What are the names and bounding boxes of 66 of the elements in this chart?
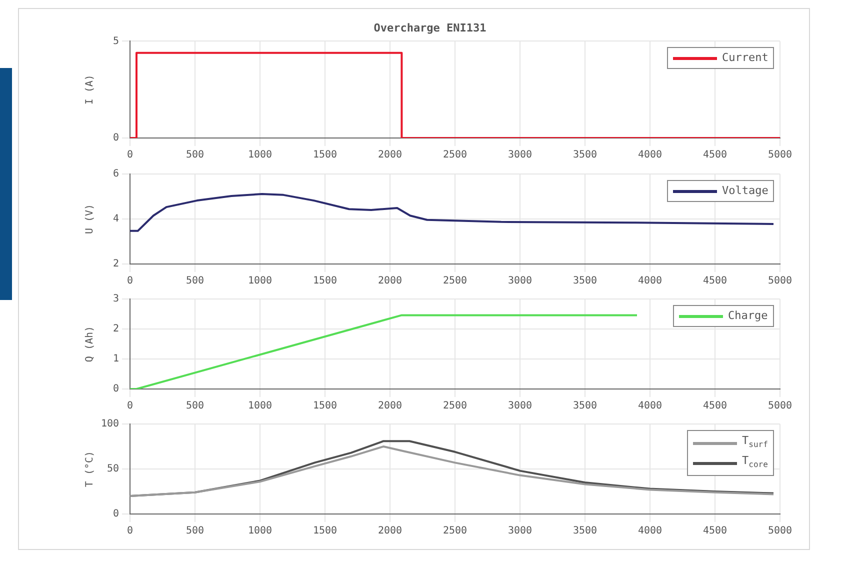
y-axis-title: T (°C) (84, 450, 96, 488)
x-tick-label: 2000 (378, 276, 402, 287)
x-tick-label: 1500 (312, 276, 338, 287)
x-tick-label: 500 (186, 526, 204, 537)
y-tick-label: 6 (112, 168, 119, 180)
y-axis-title: I (A) (84, 74, 96, 105)
legend-label: Voltage (722, 183, 768, 199)
x-tick-label: 5000 (768, 150, 792, 161)
x-tick-label: 0 (126, 400, 134, 412)
x-tick-label: 500 (186, 400, 204, 412)
x-tick-label: 3500 (572, 526, 598, 537)
x-tick-label: 2500 (442, 150, 468, 161)
x-tick-label: 2000 (378, 150, 402, 161)
x-tick-label: 4500 (702, 400, 728, 412)
x-tick-label: 2500 (442, 400, 468, 412)
y-tick-label: 4 (112, 214, 119, 225)
x-tick-label: 500 (186, 150, 204, 161)
y-tick-label: 5 (112, 36, 119, 47)
x-tick-label: 4500 (702, 150, 728, 161)
legend-label: T$_{surf}$ (742, 433, 768, 452)
x-tick-label: 1000 (248, 150, 272, 161)
x-tick-label: 1000 (248, 400, 272, 412)
x-tick-label: 4000 (638, 400, 662, 412)
x-tick-label: 1500 (312, 150, 338, 161)
x-tick-label: 1000 (248, 276, 272, 287)
x-tick-label: 4000 (638, 150, 662, 161)
x-tick-label: 0 (126, 150, 134, 161)
y-tick-label: 0 (112, 132, 119, 144)
legend-label: T$_{core}$ (742, 453, 768, 472)
chart-title: Overcharge ENI131 (374, 21, 487, 34)
y-tick-label: 2 (112, 324, 119, 335)
legend-label: Charge (728, 308, 768, 324)
y-tick-label: 0 (112, 508, 119, 520)
y-tick-label: 1 (112, 354, 119, 365)
x-tick-label: 3000 (508, 400, 532, 412)
x-tick-label: 4000 (638, 526, 662, 537)
y-tick-label: 100 (100, 418, 119, 430)
x-tick-label: 5000 (768, 526, 792, 537)
y-axis-title: Q (Ah) (84, 326, 96, 362)
x-tick-label: 4500 (702, 526, 728, 537)
x-tick-label: 3000 (508, 526, 532, 537)
y-tick-label: 0 (112, 384, 119, 395)
x-tick-label: 2000 (378, 400, 402, 412)
x-tick-label: 3500 (572, 150, 598, 161)
x-tick-label: 2500 (442, 276, 468, 287)
x-tick-label: 5000 (768, 276, 792, 287)
x-tick-label: 3500 (572, 276, 598, 287)
y-tick-label: 3 (112, 294, 119, 305)
x-tick-label: 3500 (572, 400, 598, 412)
x-tick-label: 4000 (638, 276, 662, 287)
x-tick-label: 1500 (312, 526, 338, 537)
x-tick-label: 0 (126, 526, 134, 537)
y-tick-label: 2 (112, 258, 119, 270)
x-tick-label: 3000 (508, 150, 532, 161)
x-tick-label: 2500 (442, 526, 468, 537)
x-tick-label: 1000 (248, 526, 272, 537)
x-tick-label: 4500 (702, 276, 728, 287)
x-tick-label: 500 (186, 276, 204, 287)
y-axis-title: U (V) (84, 204, 96, 234)
x-tick-label: 5000 (768, 400, 792, 412)
x-tick-label: 3000 (508, 276, 532, 287)
x-tick-label: 1500 (312, 400, 338, 412)
legend-label: Current (722, 50, 768, 66)
x-tick-label: 0 (126, 276, 134, 287)
x-tick-label: 2000 (378, 526, 402, 537)
y-tick-label: 50 (106, 464, 119, 475)
